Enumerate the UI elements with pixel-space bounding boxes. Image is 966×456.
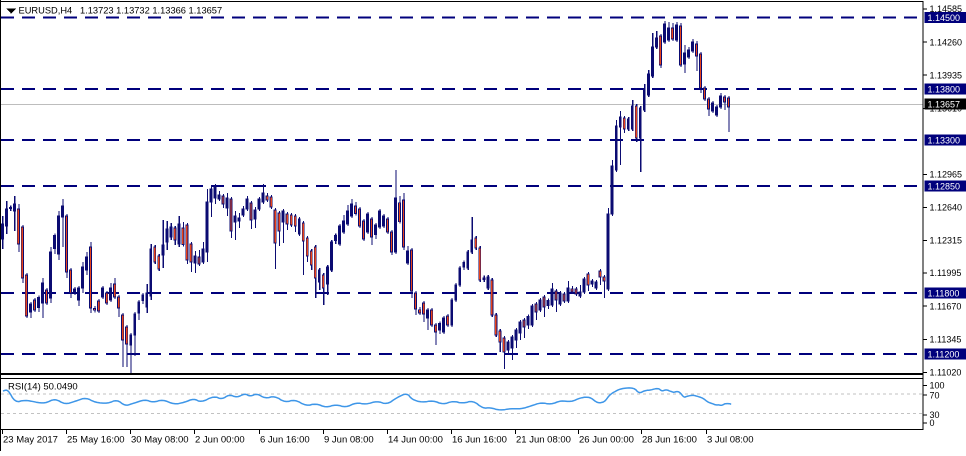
svg-text:16 Jun 16:00: 16 Jun 16:00 xyxy=(452,435,507,446)
svg-text:1.11200: 1.11200 xyxy=(928,349,960,359)
svg-text:23 May 2017: 23 May 2017 xyxy=(3,435,58,446)
svg-text:1.12640: 1.12640 xyxy=(930,203,963,213)
svg-text:1.13935: 1.13935 xyxy=(930,70,963,80)
svg-text:9 Jun 08:00: 9 Jun 08:00 xyxy=(324,435,374,446)
svg-text:1.11995: 1.11995 xyxy=(930,268,962,278)
svg-text:2 Jun 00:00: 2 Jun 00:00 xyxy=(195,435,245,446)
svg-text:EURUSD,H4 1.13723 1.13732 1.: EURUSD,H4 1.13723 1.13732 1.13366 1.1365… xyxy=(19,6,223,16)
svg-text:1.12315: 1.12315 xyxy=(930,236,963,246)
svg-text:1.13300: 1.13300 xyxy=(928,135,961,145)
svg-text:3 Jul 08:00: 3 Jul 08:00 xyxy=(707,435,753,446)
svg-text:25 May 16:00: 25 May 16:00 xyxy=(67,435,125,446)
svg-text:1.13800: 1.13800 xyxy=(928,84,961,94)
svg-text:21 Jun 08:00: 21 Jun 08:00 xyxy=(516,435,571,446)
svg-text:70: 70 xyxy=(930,390,940,400)
svg-text:RSI(14) 50.0490: RSI(14) 50.0490 xyxy=(8,382,78,393)
svg-text:1.14260: 1.14260 xyxy=(930,37,963,47)
svg-text:14 Jun 00:00: 14 Jun 00:00 xyxy=(388,435,443,446)
svg-text:26 Jun 00:00: 26 Jun 00:00 xyxy=(579,435,634,446)
svg-text:0: 0 xyxy=(930,418,935,428)
svg-text:1.12965: 1.12965 xyxy=(930,170,963,180)
svg-text:1.11670: 1.11670 xyxy=(930,301,962,311)
svg-text:1.11345: 1.11345 xyxy=(930,335,962,345)
svg-text:1.13657: 1.13657 xyxy=(928,99,961,109)
svg-text:6 Jun 16:00: 6 Jun 16:00 xyxy=(260,435,310,446)
svg-text:1.11020: 1.11020 xyxy=(930,368,962,378)
svg-text:28 Jun 16:00: 28 Jun 16:00 xyxy=(642,435,697,446)
svg-text:1.11800: 1.11800 xyxy=(928,288,960,298)
svg-text:1.12850: 1.12850 xyxy=(928,181,961,191)
svg-text:100: 100 xyxy=(930,381,945,391)
svg-text:1.14500: 1.14500 xyxy=(928,13,961,23)
svg-text:30 May 08:00: 30 May 08:00 xyxy=(131,435,189,446)
